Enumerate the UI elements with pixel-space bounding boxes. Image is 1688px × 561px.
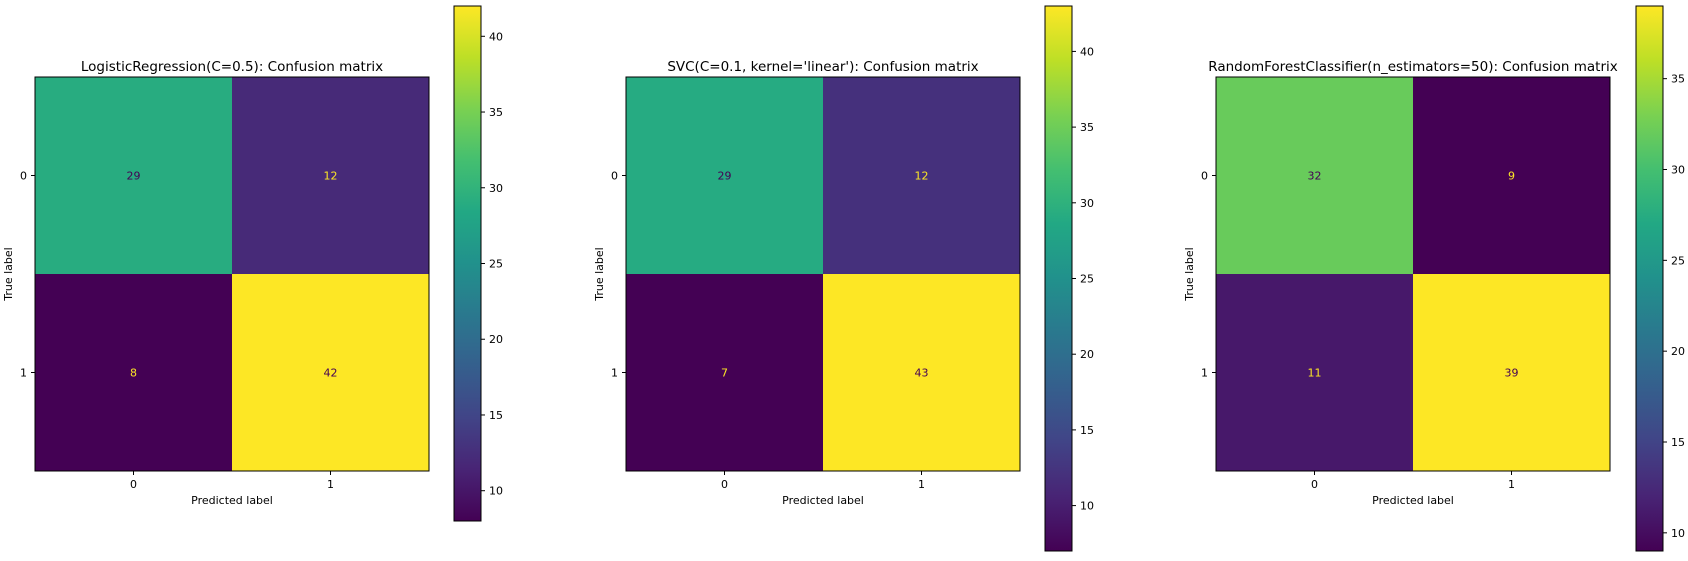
confusion-matrix-panel-3: RandomForestClassifier(n_estimators=50):…: [1183, 5, 1685, 552]
colorbar-tick-label-4: 30: [489, 182, 503, 195]
chart-title: LogisticRegression(C=0.5): Confusion mat…: [81, 59, 383, 75]
cell-value-label-r1-c0: 8: [130, 367, 137, 380]
x-tick-label-0: 0: [721, 478, 728, 491]
colorbar-tick-label-5: 35: [1671, 73, 1685, 86]
colorbar: [1635, 5, 1664, 552]
colorbar-tick-label-6: 40: [489, 30, 503, 43]
chart-title: SVC(C=0.1, kernel='linear'): Confusion m…: [667, 59, 978, 75]
x-tick-label-0: 0: [1311, 478, 1318, 491]
colorbar-tick-label-3: 25: [1080, 273, 1094, 286]
confusion-matrix-panel-2: SVC(C=0.1, kernel='linear'): Confusion m…: [593, 5, 1094, 552]
colorbar-tick-label-5: 35: [489, 106, 503, 119]
colorbar-tick-label-5: 35: [1080, 121, 1094, 134]
x-axis-label: Predicted label: [782, 494, 864, 507]
colorbar-tick-label-2: 20: [1080, 348, 1094, 361]
cell-value-label-r0-c0: 29: [718, 170, 732, 183]
colorbar-tick-label-6: 40: [1080, 45, 1094, 58]
matrix-cell-r1-c0: [35, 274, 232, 471]
x-tick-label-0: 0: [130, 478, 137, 491]
colorbar-tick-label-2: 20: [1671, 345, 1685, 358]
y-axis-label: True label: [593, 247, 606, 301]
colorbar-tick-label-1: 15: [489, 409, 503, 422]
matrix-cell-r0-c0: [35, 77, 232, 274]
colorbar-tick-label-3: 25: [1671, 254, 1685, 267]
cell-value-label-r0-c1: 12: [324, 170, 338, 183]
colorbar-tick-label-1: 15: [1080, 424, 1094, 437]
matrix-cell-r1-c1: [1413, 274, 1610, 471]
matrix-cell-r0-c0: [626, 77, 823, 274]
y-axis-label: True label: [1183, 247, 1196, 301]
cell-value-label-r0-c1: 9: [1508, 170, 1515, 183]
cell-value-label-r1-c0: 7: [721, 367, 728, 380]
colorbar-tick-label-1: 15: [1671, 436, 1685, 449]
matrix-cell-r1-c1: [823, 274, 1020, 471]
plot-frame: [1215, 76, 1611, 472]
cell-value-label-r0-c0: 32: [1308, 170, 1322, 183]
x-axis-label: Predicted label: [1372, 494, 1454, 507]
cell-value-label-r0-c1: 12: [915, 170, 929, 183]
matrix-cell-r0-c1: [1413, 77, 1610, 274]
colorbar-tick-label-0: 10: [489, 485, 503, 498]
colorbar-tick-label-0: 10: [1080, 500, 1094, 513]
y-tick-label-1: 1: [20, 367, 27, 380]
confusion-matrix-panel-1: LogisticRegression(C=0.5): Confusion mat…: [2, 5, 503, 522]
matrix-cell-r0-c0: [1216, 77, 1413, 274]
cell-value-label-r1-c1: 43: [915, 367, 929, 380]
matrix-cell-r1-c0: [626, 274, 823, 471]
x-axis-label: Predicted label: [191, 494, 273, 507]
x-tick-label-1: 1: [327, 478, 334, 491]
y-tick-label-0: 0: [20, 170, 27, 183]
cell-value-label-r1-c0: 11: [1308, 367, 1322, 380]
matrix-cell-r1-c1: [232, 274, 429, 471]
y-tick-label-0: 0: [611, 170, 618, 183]
chart-title: RandomForestClassifier(n_estimators=50):…: [1208, 59, 1618, 75]
colorbar-tick-label-4: 30: [1080, 197, 1094, 210]
x-tick-label-1: 1: [1508, 478, 1515, 491]
cell-value-label-r1-c1: 39: [1505, 367, 1519, 380]
colorbar-tick-label-3: 25: [489, 258, 503, 271]
cell-value-label-r0-c0: 29: [127, 170, 141, 183]
y-tick-label-1: 1: [1201, 367, 1208, 380]
colorbar-tick-label-2: 20: [489, 333, 503, 346]
x-tick-label-1: 1: [918, 478, 925, 491]
y-tick-label-0: 0: [1201, 170, 1208, 183]
colorbar-tick-label-4: 30: [1671, 164, 1685, 177]
plot-frame: [625, 76, 1021, 472]
plot-frame: [34, 76, 430, 472]
y-tick-label-1: 1: [611, 367, 618, 380]
matrix-cell-r0-c1: [232, 77, 429, 274]
colorbar-tick-label-0: 10: [1671, 527, 1685, 540]
cell-value-label-r1-c1: 42: [324, 367, 338, 380]
matrix-cell-r0-c1: [823, 77, 1020, 274]
matrix-cell-r1-c0: [1216, 274, 1413, 471]
colorbar: [1044, 5, 1073, 552]
colorbar: [453, 5, 482, 522]
y-axis-label: True label: [2, 247, 15, 301]
